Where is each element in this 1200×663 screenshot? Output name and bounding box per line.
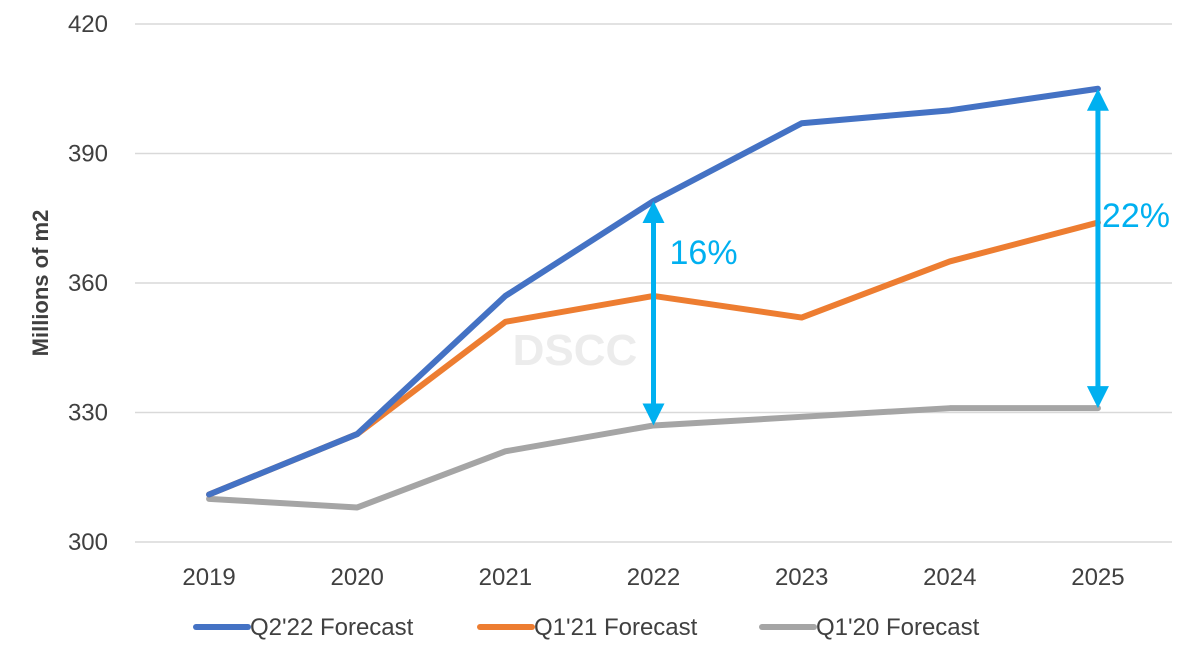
- y-tick-label: 300: [68, 529, 108, 556]
- annotation-arrow-22: 22%: [1086, 88, 1170, 409]
- annotation-arrow-16: 16%: [642, 200, 738, 426]
- legend-item-q1-21-forecast: Q1'21 Forecast: [477, 614, 698, 641]
- legend-label: Q1'20 Forecast: [816, 614, 980, 641]
- watermark: DSCC: [513, 326, 638, 375]
- annotation-label: 16%: [670, 234, 738, 272]
- legend-item-q2-22-forecast: Q2'22 Forecast: [193, 614, 414, 641]
- arrow-head-up: [1086, 88, 1109, 111]
- arrow-head-down: [1086, 386, 1109, 409]
- x-tick-label: 2021: [479, 564, 532, 591]
- annotations: 16% 22%: [642, 88, 1170, 426]
- legend-label: Q1'21 Forecast: [534, 614, 698, 641]
- x-tick-label: 2025: [1071, 564, 1124, 591]
- x-axis-ticks: 2019 2020 2021 2022 2023 2024 2025: [182, 564, 1124, 591]
- legend-label: Q2'22 Forecast: [250, 614, 414, 641]
- y-tick-label: 360: [68, 270, 108, 297]
- legend: Q2'22 Forecast Q1'21 Forecast Q1'20 Foreca…: [193, 614, 980, 641]
- y-tick-label: 390: [68, 141, 108, 168]
- y-tick-label: 420: [68, 11, 108, 38]
- x-tick-label: 2024: [923, 564, 976, 591]
- annotation-label: 22%: [1102, 197, 1170, 235]
- x-tick-label: 2019: [182, 564, 235, 591]
- arrow-head-up: [642, 200, 665, 223]
- x-tick-label: 2022: [627, 564, 680, 591]
- x-tick-label: 2023: [775, 564, 828, 591]
- arrow-head-down: [642, 403, 665, 426]
- y-axis-ticks: 300 330 360 390 420: [68, 11, 108, 556]
- x-tick-label: 2020: [331, 564, 384, 591]
- y-axis-label: Millions of m2: [28, 210, 53, 357]
- legend-item-q1-20-forecast: Q1'20 Forecast: [759, 614, 980, 641]
- y-tick-label: 330: [68, 400, 108, 427]
